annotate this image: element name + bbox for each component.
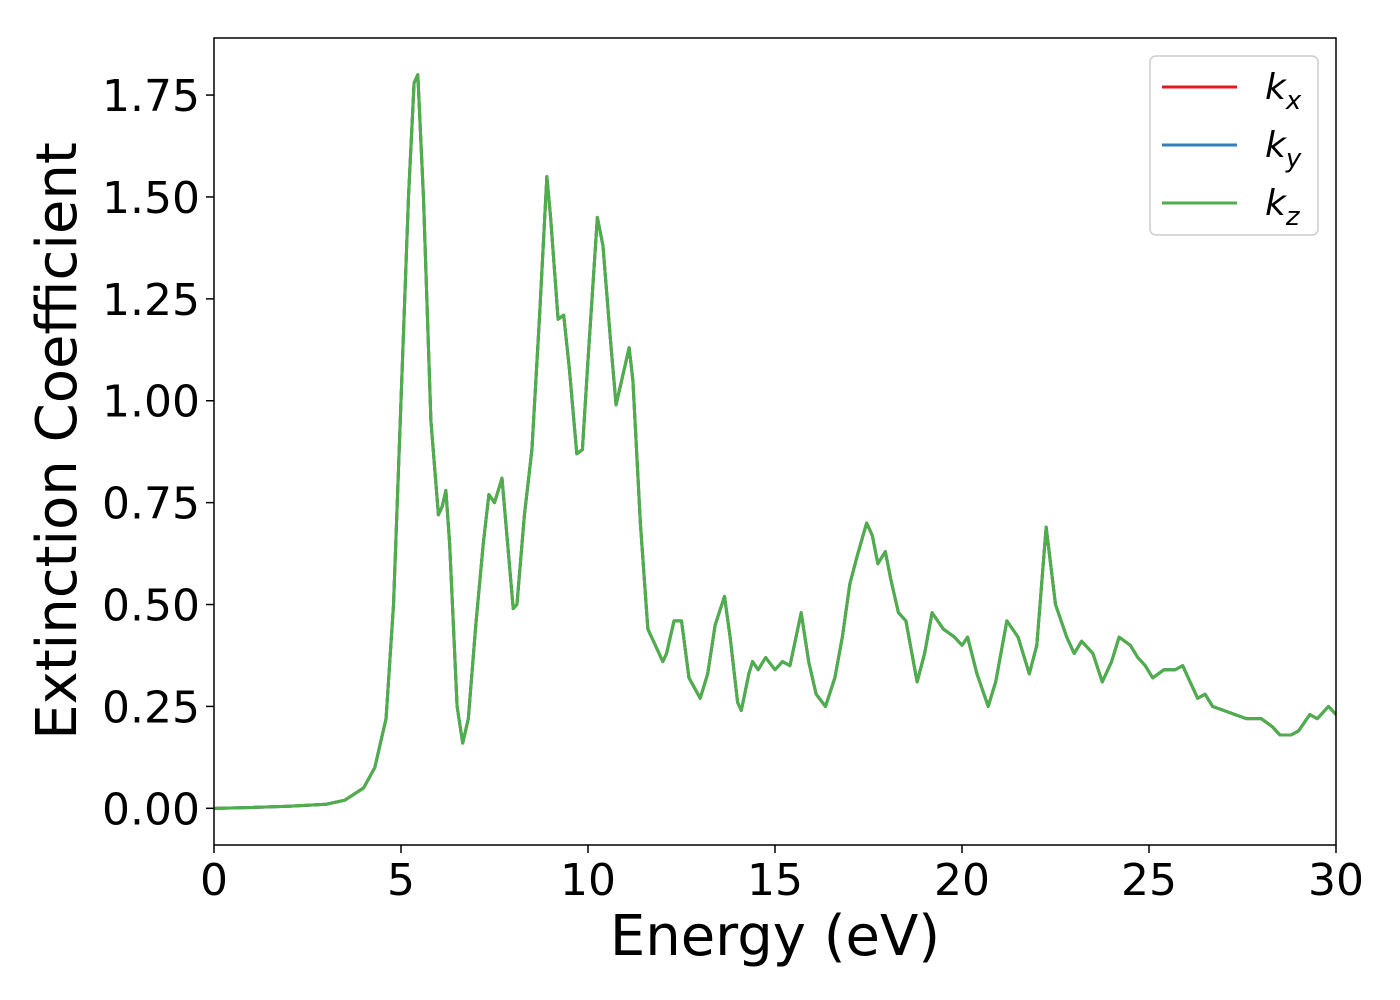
legend-label: kz	[1265, 183, 1301, 232]
y-tick-label: 1.00	[102, 377, 200, 428]
plot-frame	[213, 37, 1337, 846]
legend-label: ky	[1265, 125, 1302, 174]
y-tick-label: 0.75	[102, 479, 200, 530]
x-tick-label: 15	[747, 855, 803, 906]
x-tick-label: 0	[200, 855, 228, 906]
y-axis-label: Extinction Coefficient	[25, 142, 90, 740]
legend-label: kx	[1265, 67, 1302, 116]
x-tick-label: 20	[934, 855, 990, 906]
y-tick-label: 0.25	[102, 682, 200, 733]
y-tick-label: 1.75	[102, 71, 200, 122]
x-tick-label: 10	[560, 855, 616, 906]
x-tick-label: 30	[1308, 855, 1364, 906]
y-tick-label: 1.50	[102, 173, 200, 224]
y-tick-label: 0.50	[102, 581, 200, 632]
y-tick-label: 0.00	[102, 784, 200, 835]
data-line	[214, 73, 1336, 810]
x-tick-label: 25	[1121, 855, 1177, 906]
x-tick-label: 5	[387, 855, 415, 906]
y-tick-label: 1.25	[102, 275, 200, 326]
x-axis-label: Energy (eV)	[610, 904, 940, 969]
